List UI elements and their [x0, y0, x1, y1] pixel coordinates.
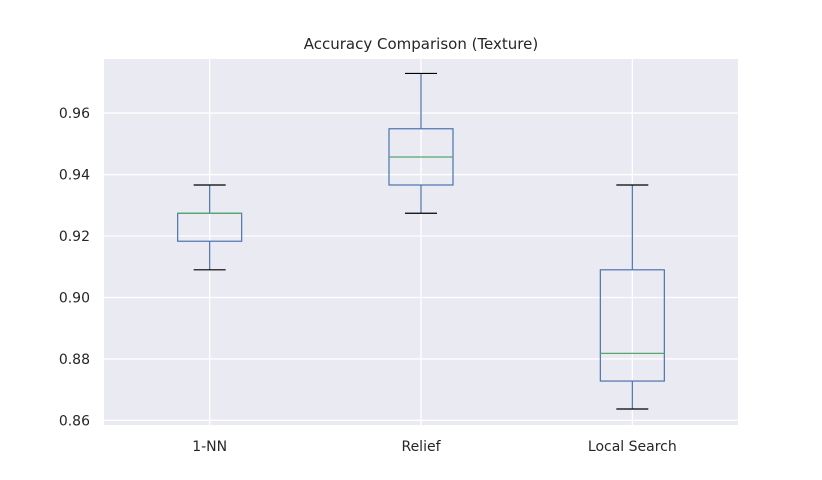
box-plot-2	[388, 72, 454, 214]
x-tick-label: Local Search	[588, 439, 677, 455]
box-plot-3	[599, 184, 665, 410]
chart-title: Accuracy Comparison (Texture)	[304, 35, 538, 53]
y-tick-label: 0.86	[59, 413, 90, 429]
y-tick-label: 0.92	[59, 229, 90, 245]
y-tick-label: 0.96	[59, 106, 90, 122]
box-plots	[177, 72, 665, 410]
x-tick-label: Relief	[401, 439, 441, 455]
y-tick-label: 0.90	[59, 290, 90, 306]
x-tick-label: 1-NN	[192, 439, 227, 455]
tick-labels: 0.86 0.88 0.90 0.92 0.94 0.96 1-NN Relief Local …	[59, 106, 677, 455]
y-tick-label: 0.88	[59, 352, 90, 368]
box-plot-1	[177, 184, 243, 271]
y-tick-label: 0.94	[59, 168, 90, 184]
iqr-box	[599, 269, 665, 382]
